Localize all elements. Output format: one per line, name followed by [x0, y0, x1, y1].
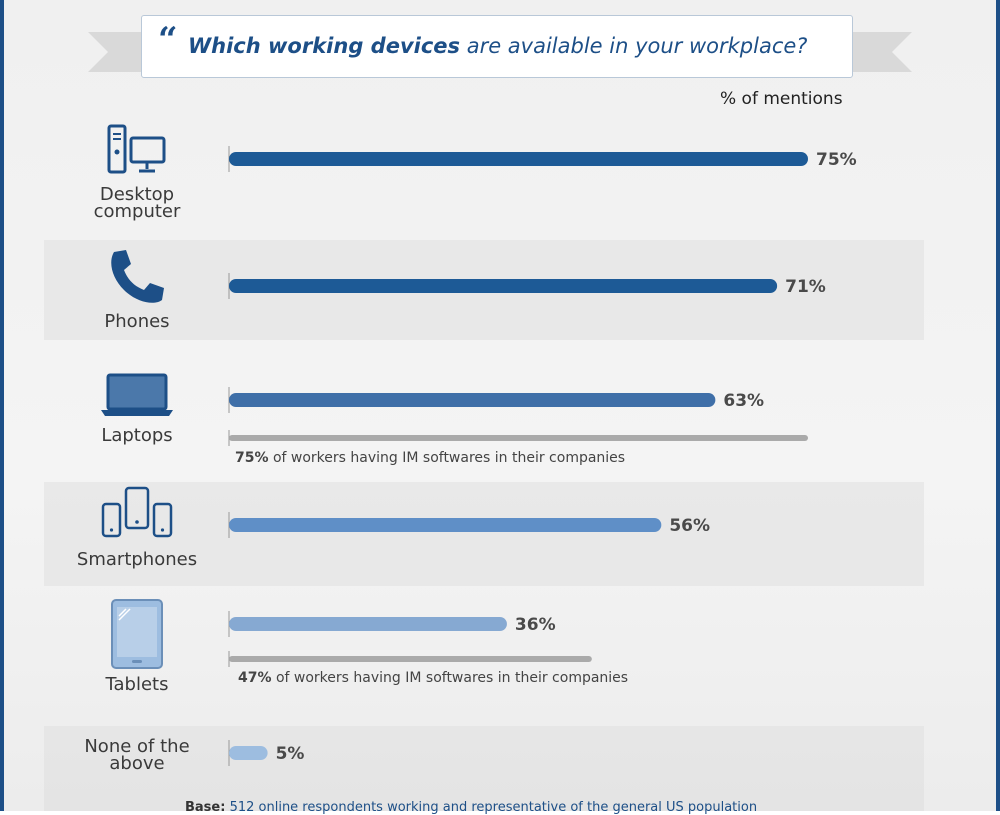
row-band	[44, 726, 924, 811]
secondary-bar-tablets	[229, 656, 592, 662]
row-label-smartphones: Smartphones	[76, 549, 198, 570]
smartphones-icon	[101, 486, 173, 538]
row-band	[44, 482, 924, 586]
secondary-bar-laptops	[229, 435, 808, 441]
value-label-tablets: 36%	[515, 615, 556, 635]
value-label-none-of-the-above: 5%	[276, 744, 305, 764]
row-label-tablets: Tablets	[105, 674, 169, 695]
value-label-desktop-computer: 75%	[816, 150, 857, 170]
bar-phones	[229, 279, 778, 293]
title-ribbon	[88, 32, 912, 72]
laptop-icon	[101, 373, 173, 416]
value-label-smartphones: 56%	[669, 516, 710, 536]
bar-desktop-computer	[229, 152, 808, 166]
quote-icon: “	[158, 20, 178, 60]
chart-title: Which working devices are available in y…	[188, 34, 808, 58]
frame-left-border	[0, 0, 4, 811]
row-label-laptops: Laptops	[101, 425, 173, 446]
note-tablets: 47% of workers having IM softwares in th…	[238, 670, 629, 686]
row-label-none: None of the above	[84, 736, 190, 774]
bar-none-of-the-above	[229, 746, 268, 760]
phone-icon	[111, 250, 164, 303]
bar-tablets	[229, 617, 507, 631]
desktop-computer-icon	[107, 124, 166, 174]
note-laptops: 75% of workers having IM softwares in th…	[235, 450, 626, 466]
bar-laptops	[229, 393, 716, 407]
row-label-phones: Phones	[104, 311, 170, 332]
value-label-phones: 71%	[785, 277, 826, 297]
title-box: “ Which working devices are available in…	[141, 15, 853, 78]
bar-smartphones	[229, 518, 662, 532]
value-label-laptops: 63%	[723, 391, 764, 411]
footer-base-note: Base: 512 online respondents working and…	[185, 800, 758, 815]
frame-right-border	[996, 0, 1000, 811]
tablet-icon	[111, 599, 163, 669]
row-label-desktop: Desktop computer	[93, 184, 181, 222]
units-label: % of mentions	[720, 89, 843, 109]
